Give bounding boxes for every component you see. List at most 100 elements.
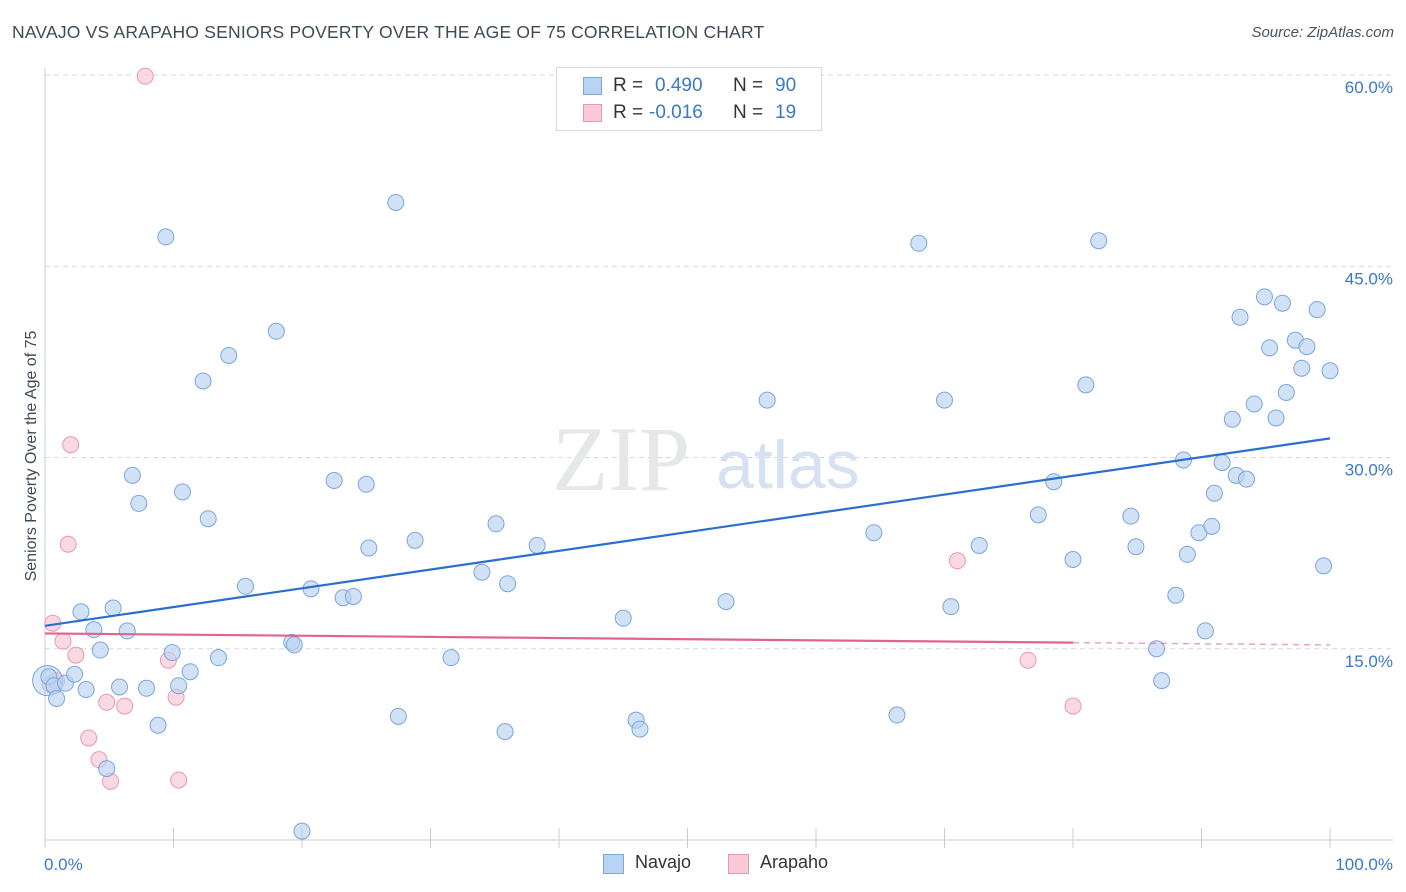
y-tick-label: 15.0% (1345, 652, 1393, 671)
arapaho-point (116, 697, 134, 715)
navajo-point (77, 681, 95, 699)
navajo-point (1029, 506, 1047, 524)
stats-legend: R = 0.490 N = 90 R = -0.016 N = 19 (556, 67, 822, 131)
watermark-zip: ZIP (552, 408, 690, 510)
navajo-point (293, 822, 311, 840)
navajo-point (1315, 557, 1333, 575)
arapaho-r-label: R = (613, 102, 644, 123)
navajo-point (325, 471, 343, 489)
axes (44, 68, 1393, 848)
bottom-navajo-label: Navajo (635, 852, 692, 872)
navajo-trend-line (44, 437, 1331, 627)
y-axis-label: Seniors Poverty Over the Age of 75 (23, 331, 40, 582)
navajo-point (1267, 409, 1285, 427)
arapaho-trend-line (44, 632, 1074, 644)
arapaho-n-label: N = (733, 102, 764, 123)
navajo-point (631, 720, 649, 738)
bottom-arapaho-swatch (728, 854, 749, 874)
navajo-point (1321, 362, 1339, 380)
navajo-point (285, 636, 303, 654)
navajo-point (1245, 395, 1263, 413)
navajo-point (157, 228, 175, 246)
navajo-point (1298, 338, 1316, 356)
navajo-point (181, 663, 199, 681)
arapaho-point (59, 535, 77, 553)
trend-lines (44, 437, 1331, 646)
bottom-navajo-swatch (603, 854, 624, 874)
navajo-point (194, 372, 212, 390)
arapaho-n-value: 19 (775, 102, 797, 123)
arapaho-point (80, 729, 98, 747)
navajo-point (123, 466, 141, 484)
navajo-point (442, 649, 460, 667)
navajo-point (1077, 376, 1095, 394)
navajo-point (1205, 484, 1223, 502)
navajo-point (758, 391, 776, 409)
navajo-point (344, 587, 362, 605)
arapaho-point (1019, 651, 1037, 669)
bottom-arapaho-label: Arapaho (760, 852, 829, 872)
navajo-point (389, 707, 407, 725)
navajo-point (118, 622, 136, 640)
navajo-point (130, 494, 148, 512)
navajo-point (1231, 308, 1249, 326)
chart-source: Source: ZipAtlas.com (1251, 24, 1394, 41)
navajo-point (1122, 507, 1140, 525)
grid-lines (45, 74, 1393, 650)
navajo-point (138, 679, 156, 697)
navajo-point (1203, 517, 1221, 535)
navajo-n-value: 90 (775, 75, 797, 96)
navajo-point (236, 577, 254, 595)
arapaho-point (1064, 697, 1082, 715)
arapaho-point (948, 552, 966, 570)
navajo-n-label: N = (733, 75, 764, 96)
navajo-r-label: R = (613, 75, 644, 96)
navajo-point (1148, 640, 1166, 658)
navajo-point (72, 603, 90, 621)
navajo-point (888, 706, 906, 724)
navajo-point (1153, 672, 1171, 690)
navajo-point (1255, 288, 1273, 306)
navajo-point (387, 194, 405, 211)
navajo-point (1213, 454, 1231, 472)
navajo-point (199, 510, 217, 528)
arapaho-point (54, 632, 72, 650)
navajo-point (936, 391, 953, 409)
y-tick-label: 60.0% (1345, 78, 1393, 97)
navajo-point (267, 322, 285, 340)
navajo-point (499, 575, 517, 593)
navajo-point (1293, 359, 1311, 377)
navajo-point (66, 665, 84, 683)
arapaho-point (62, 436, 80, 454)
y-tick-label: 30.0% (1345, 461, 1393, 480)
navajo-point (1127, 538, 1145, 556)
navajo-point (104, 599, 122, 617)
arapaho-point (67, 646, 85, 664)
arapaho-swatch (583, 104, 602, 122)
navajo-point (1045, 473, 1063, 491)
navajo-point (149, 716, 167, 734)
x-tick-label: 0.0% (44, 855, 83, 874)
navajo-point (528, 536, 546, 554)
navajo-point (1277, 383, 1295, 401)
navajo-swatch (583, 77, 602, 95)
navajo-point (942, 598, 960, 616)
arapaho-point (170, 771, 188, 789)
navajo-point (1167, 586, 1185, 604)
navajo-point (1273, 294, 1291, 312)
navajo-point (111, 678, 129, 696)
x-tick-label: 100.0% (1335, 855, 1393, 874)
chart-title: NAVAJO VS ARAPAHO SENIORS POVERTY OVER T… (12, 22, 765, 42)
navajo-point (1237, 470, 1255, 488)
navajo-point (163, 644, 181, 662)
navajo-r-value: 0.490 (655, 75, 703, 96)
navajo-point (487, 515, 505, 533)
navajo-point (1223, 410, 1241, 428)
navajo-point (91, 641, 109, 659)
arapaho-r-value: -0.016 (649, 102, 703, 123)
navajo-point (406, 531, 424, 549)
navajo-point (910, 234, 928, 252)
navajo-point (717, 593, 735, 611)
navajo-point (473, 563, 491, 581)
navajo-point (173, 483, 191, 501)
